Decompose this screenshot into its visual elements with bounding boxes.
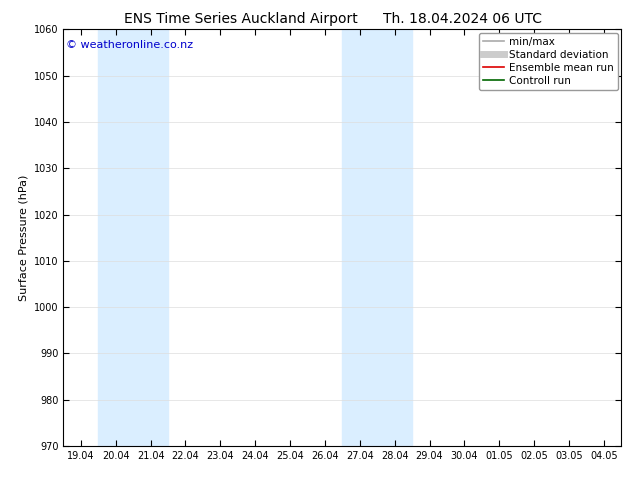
- Text: © weatheronline.co.nz: © weatheronline.co.nz: [66, 40, 193, 50]
- Bar: [98, 29, 168, 446]
- Text: Th. 18.04.2024 06 UTC: Th. 18.04.2024 06 UTC: [384, 12, 542, 26]
- Legend: min/max, Standard deviation, Ensemble mean run, Controll run: min/max, Standard deviation, Ensemble me…: [479, 32, 618, 90]
- Text: ENS Time Series Auckland Airport: ENS Time Series Auckland Airport: [124, 12, 358, 26]
- Bar: [342, 29, 412, 446]
- Y-axis label: Surface Pressure (hPa): Surface Pressure (hPa): [18, 174, 29, 301]
